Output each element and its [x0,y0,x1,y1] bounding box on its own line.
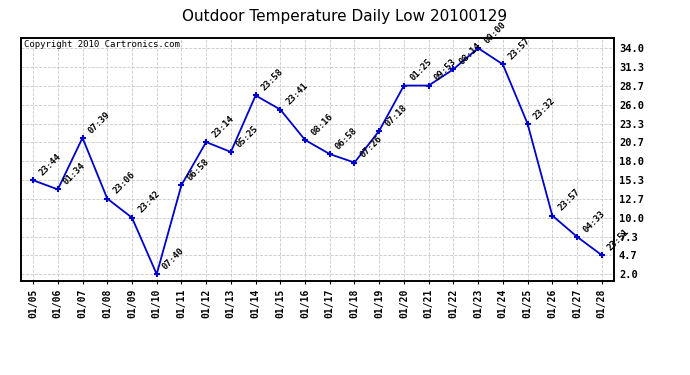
Text: 23:51: 23:51 [606,227,631,252]
Text: 07:39: 07:39 [87,110,112,135]
Text: 23:41: 23:41 [284,81,310,107]
Text: 09:53: 09:53 [433,57,458,83]
Text: 07:40: 07:40 [161,246,186,272]
Text: 23:32: 23:32 [532,96,557,121]
Text: 23:44: 23:44 [37,152,63,177]
Text: 04:33: 04:33 [581,209,607,234]
Text: 23:57: 23:57 [556,188,582,213]
Text: 05:25: 05:25 [235,124,260,149]
Text: 07:18: 07:18 [384,103,408,128]
Text: 23:06: 23:06 [111,171,137,196]
Text: 23:58: 23:58 [259,67,285,93]
Text: 08:14: 08:14 [457,41,483,66]
Text: Outdoor Temperature Daily Low 20100129: Outdoor Temperature Daily Low 20100129 [182,9,508,24]
Text: Copyright 2010 Cartronics.com: Copyright 2010 Cartronics.com [23,40,179,49]
Text: 08:16: 08:16 [309,112,335,137]
Text: 06:58: 06:58 [334,126,359,151]
Text: 01:34: 01:34 [62,161,88,187]
Text: 06:58: 06:58 [186,157,211,182]
Text: 07:26: 07:26 [359,134,384,160]
Text: 23:14: 23:14 [210,114,236,139]
Text: 00:00: 00:00 [482,20,508,45]
Text: 23:42: 23:42 [136,189,161,215]
Text: 01:25: 01:25 [408,57,433,83]
Text: 23:57: 23:57 [507,36,533,62]
